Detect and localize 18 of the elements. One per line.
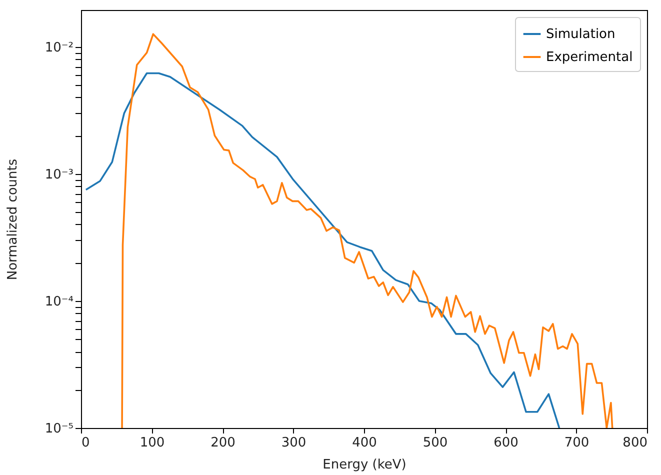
x-tick-label: 200 (210, 436, 236, 450)
x-axis-title: Energy (keV) (322, 458, 406, 472)
y-axis-title: Normalized counts (6, 158, 20, 280)
y-tick-label: 10⁻³ (44, 167, 74, 182)
line-series (85, 72, 560, 428)
x-tick-label: 700 (564, 436, 590, 450)
y-tick-label: 10⁻⁴ (44, 294, 74, 310)
x-tick-label: 800 (622, 436, 648, 450)
x-tick-label: 100 (140, 436, 165, 450)
x-tick-label: 0 (82, 436, 90, 450)
x-tick-label: 300 (281, 436, 306, 450)
x-tick-label: 500 (422, 436, 448, 450)
x-tick-label: 400 (352, 436, 377, 450)
y-tick-label: 10⁻⁵ (44, 422, 74, 436)
y-tick-label: 10⁻² (44, 40, 74, 56)
x-tick-label: 600 (494, 436, 518, 450)
legend-label: Experimental (546, 50, 633, 65)
legend-label: Simulation (546, 27, 616, 42)
